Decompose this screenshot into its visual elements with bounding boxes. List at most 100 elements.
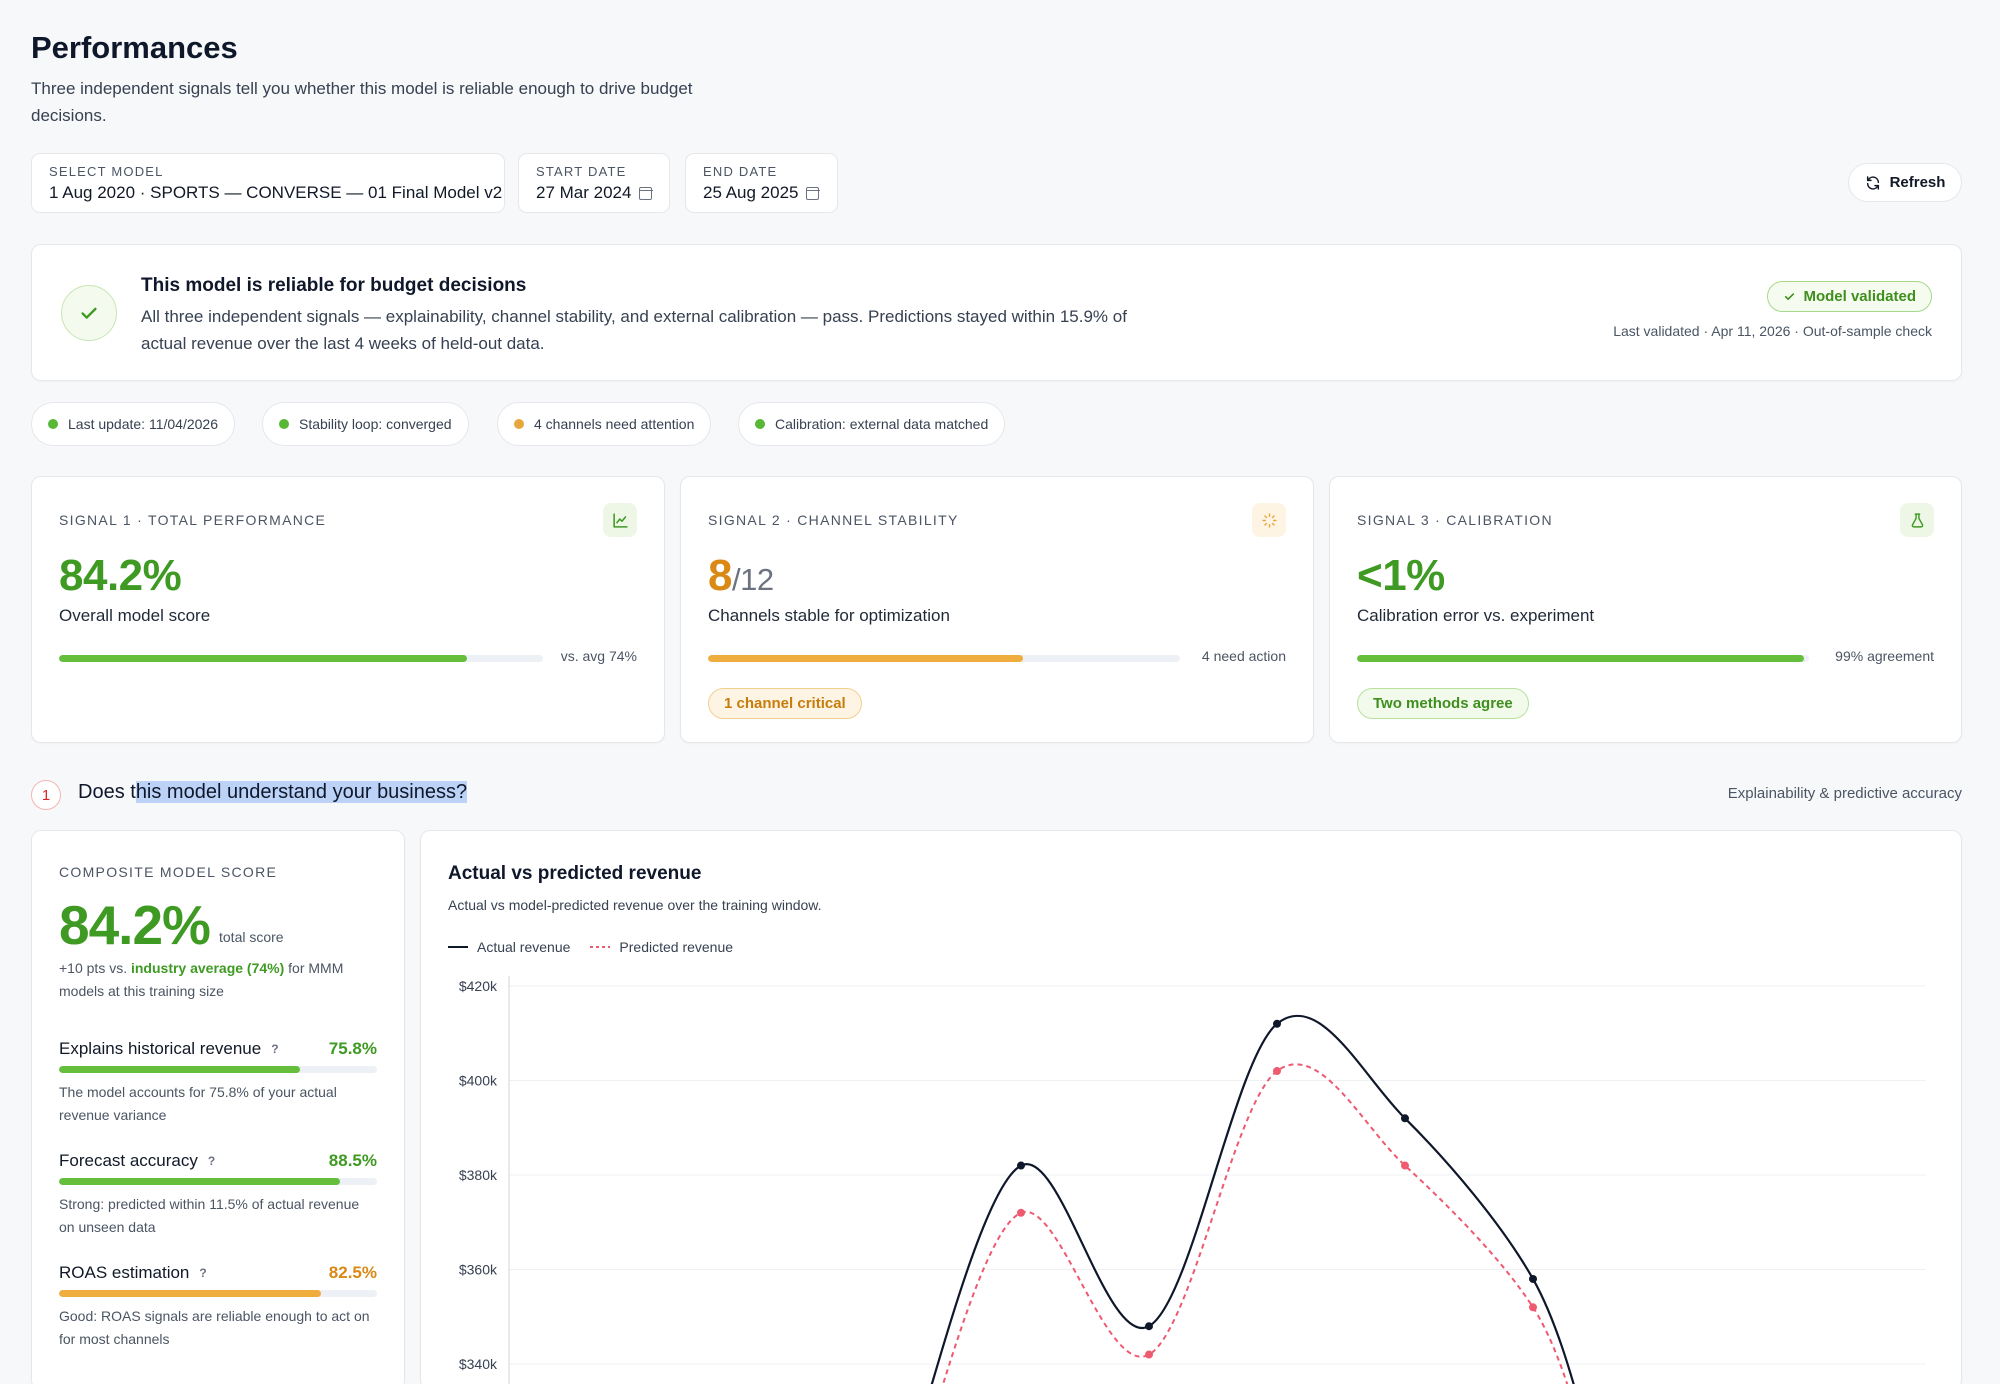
status-pill-stability: Stability loop: converged [262, 402, 469, 446]
y-tick-label: $380k [459, 1167, 498, 1183]
comparison-text: +10 pts vs. [59, 960, 128, 976]
signal-description: Calibration error vs. experiment [1357, 606, 1595, 625]
metric-progress-fill [59, 1066, 301, 1073]
metric-name: Forecast accuracy [59, 1151, 198, 1170]
end-date-value: 25 Aug 2025 [703, 183, 799, 202]
page-title: Performances [31, 30, 238, 65]
validation-title: This model is reliable for budget decisi… [141, 275, 527, 296]
y-tick-label: $340k [459, 1356, 498, 1372]
actual-revenue-point [1273, 1019, 1281, 1028]
last-validated-text: Last validated · Apr 11, 2026 · Out-of-s… [1613, 323, 1932, 339]
metric-progress-bar [59, 1290, 377, 1297]
status-pill-last-update: Last update: 11/04/2026 [31, 402, 235, 446]
metric-value: 75.8% [328, 1039, 377, 1058]
metric-value: 82.5% [328, 1263, 377, 1282]
flask-icon [1900, 503, 1934, 537]
actual-revenue-point [1401, 1114, 1409, 1123]
legend-label: Predicted revenue [619, 939, 734, 955]
help-icon[interactable]: ? [271, 1042, 279, 1056]
start-date-label: START DATE [536, 164, 627, 179]
composite-score-comparison: +10 pts vs. industry average (74%) for M… [59, 957, 389, 1003]
start-date-picker[interactable]: START DATE 27 Mar 2024 [518, 153, 670, 213]
status-pill-label: 4 channels need attention [534, 416, 695, 432]
model-validated-label: Model validated [1803, 288, 1916, 305]
status-dot [514, 419, 524, 429]
composite-score-suffix: total score [219, 929, 284, 945]
help-icon[interactable]: ? [199, 1266, 207, 1280]
actual-revenue-point [1529, 1274, 1537, 1283]
refresh-icon [1866, 175, 1879, 190]
signal-description: Overall model score [59, 606, 211, 625]
status-pill-label: Stability loop: converged [299, 416, 452, 432]
metric-explains-revenue: Explains historical revenue? 75.8% The m… [59, 1039, 377, 1127]
y-tick-label: $360k [459, 1262, 498, 1278]
select-model-value: 1 Aug 2020 · SPORTS — CONVERSE — 01 Fina… [49, 183, 503, 202]
section-title-highlighted: his model understand your business? [135, 781, 468, 803]
signal-note: 4 need action [1201, 648, 1286, 664]
chart-legend: Actual revenue Predicted revenue [448, 939, 733, 955]
y-tick-label: $420k [459, 978, 498, 994]
predicted-revenue-point [1145, 1350, 1153, 1359]
signal-value: 84.2% [59, 551, 182, 600]
signal-denominator: /12 [731, 562, 774, 597]
validation-card: This model is reliable for budget decisi… [31, 244, 1962, 381]
refresh-button[interactable]: Refresh [1848, 163, 1962, 202]
signal-card-total-performance: SIGNAL 1 · TOTAL PERFORMANCE 84.2% Overa… [31, 476, 665, 743]
line-chart-icon [603, 503, 637, 537]
legend-solid-line-icon [448, 946, 468, 948]
validation-text: All three independent signals — explaina… [141, 307, 1127, 353]
signal-label: SIGNAL 2 · CHANNEL STABILITY [708, 512, 959, 528]
metric-description: Good: ROAS signals are reliable enough t… [59, 1308, 370, 1347]
signal-card-channel-stability: SIGNAL 2 · CHANNEL STABILITY 8/12 Channe… [680, 476, 1314, 743]
signal-description: Channels stable for optimization [708, 606, 950, 625]
signal-progress-bar [1357, 655, 1809, 662]
metric-value: 88.5% [328, 1151, 377, 1170]
legend-label: Actual revenue [477, 939, 571, 955]
section-title-text: Does t [78, 781, 136, 803]
signal-card-calibration: SIGNAL 3 · CALIBRATION <1% Calibration e… [1329, 476, 1962, 743]
select-model-dropdown[interactable]: SELECT MODEL 1 Aug 2020 · SPORTS — CONVE… [31, 153, 505, 213]
predicted-revenue-point [1017, 1208, 1025, 1217]
status-pill-label: Last update: 11/04/2026 [68, 416, 218, 432]
status-pill-channels: 4 channels need attention [497, 402, 712, 446]
metric-name: ROAS estimation [59, 1263, 190, 1282]
signal-progress-bar [708, 655, 1180, 662]
help-icon[interactable]: ? [207, 1154, 216, 1168]
revenue-line-chart: $340k $360k $380k $400k $420k [459, 976, 1926, 1384]
signal-value: 8 [708, 551, 732, 600]
status-pill-label: Calibration: external data matched [775, 416, 989, 432]
metric-progress-bar [59, 1066, 377, 1073]
status-dot [279, 419, 289, 429]
status-dot [48, 419, 58, 429]
signal-progress-fill [59, 655, 467, 662]
metric-progress-bar [59, 1178, 377, 1185]
legend-item-actual[interactable]: Actual revenue [448, 939, 570, 955]
predicted-revenue-line [942, 1063, 1569, 1384]
refresh-label: Refresh [1889, 174, 1946, 191]
actual-revenue-point [1145, 1322, 1153, 1331]
start-date-value: 27 Mar 2024 [536, 183, 632, 202]
revenue-chart-card: Actual vs predicted revenue Actual vs mo… [420, 830, 1962, 1384]
page-subtitle: Three independent signals tell you wheth… [31, 79, 693, 125]
legend-item-predicted[interactable]: Predicted revenue [590, 939, 733, 955]
loader-icon [1252, 503, 1286, 537]
signal-label: SIGNAL 3 · CALIBRATION [1357, 512, 1553, 528]
metric-forecast-accuracy: Forecast accuracy? 88.5% Strong: predict… [59, 1151, 377, 1239]
metric-progress-fill [59, 1178, 341, 1185]
end-date-picker[interactable]: END DATE 25 Aug 2025 [685, 153, 838, 213]
metric-roas-estimation: ROAS estimation? 82.5% Good: ROAS signal… [59, 1263, 377, 1351]
predicted-revenue-point [1529, 1303, 1537, 1312]
model-validated-badge: Model validated [1767, 281, 1932, 312]
composite-score-value: 84.2% [59, 894, 211, 956]
signal-note: 99% agreement [1835, 648, 1934, 664]
chart-title: Actual vs predicted revenue [448, 863, 702, 884]
metric-description: The model accounts for 75.8% of your act… [59, 1084, 337, 1123]
signal-value: <1% [1357, 551, 1445, 600]
predicted-revenue-point [1273, 1067, 1281, 1076]
actual-revenue-point [1017, 1161, 1025, 1170]
select-model-label: SELECT MODEL [49, 164, 164, 179]
metric-name: Explains historical revenue [59, 1039, 262, 1058]
y-tick-label: $400k [459, 1073, 498, 1089]
composite-score-card: COMPOSITE MODEL SCORE 84.2% total score … [31, 830, 405, 1384]
check-icon [1785, 293, 1795, 301]
